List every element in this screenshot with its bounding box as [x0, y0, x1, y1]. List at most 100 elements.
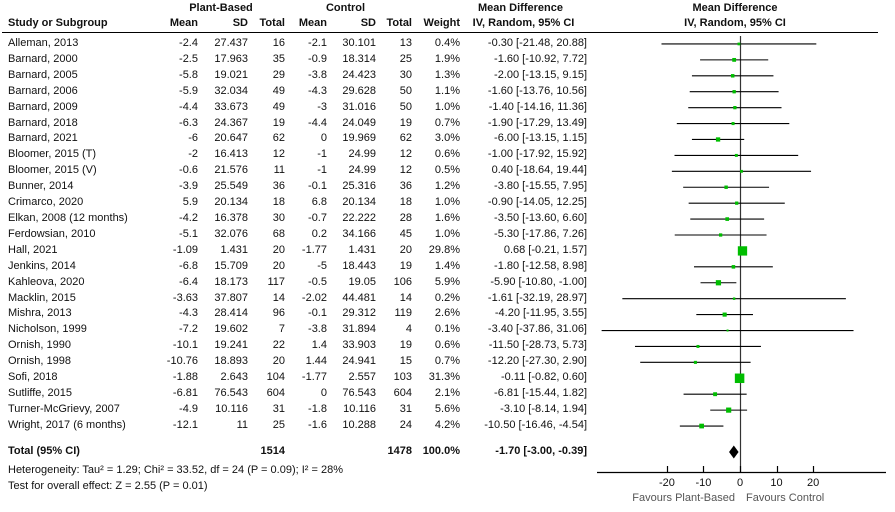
- cell-value: 18.173: [214, 275, 248, 288]
- study-name: Ornish, 1990: [8, 339, 71, 352]
- cell-value: 62: [272, 132, 285, 145]
- cell-value: -6.3: [179, 116, 198, 129]
- cell-value: 20: [272, 259, 285, 272]
- mean1-header: Mean: [169, 17, 198, 29]
- cell-value: 3.0%: [434, 132, 460, 145]
- cell-value: -1.00 [-17.92, 15.92]: [487, 148, 587, 161]
- table-row: Hall, 2021 -1.09 1.431 20 -1.77 1.431 20 29.8% 0…: [8, 243, 587, 259]
- favours-left-label: Favours Plant-Based: [632, 492, 735, 504]
- study-column-header: Study or Subgroup: [8, 17, 108, 29]
- cell-value: -12.20 [-27.30, 2.90]: [487, 355, 587, 368]
- cell-value: 44.481: [342, 291, 376, 304]
- study-name: Barnard, 2018: [8, 116, 78, 129]
- cell-value: 10.116: [215, 402, 248, 415]
- cell-value: -0.11 [-0.82, 0.60]: [500, 371, 587, 384]
- study-name: Macklin, 2015: [8, 291, 76, 304]
- cell-value: 18.314: [342, 52, 376, 65]
- cell-value: 29.628: [342, 84, 376, 97]
- cell-value: -0.6: [179, 164, 198, 177]
- cell-value: 10.288: [342, 418, 376, 431]
- cell-value: -0.9: [308, 52, 327, 65]
- cell-value: 20: [272, 243, 285, 256]
- cell-value: 31: [272, 402, 285, 415]
- study-name: Bloomer, 2015 (T): [8, 148, 97, 161]
- cell-value: 20.134: [342, 196, 376, 209]
- cell-value: 28.414: [214, 307, 248, 320]
- study-name: Bunner, 2014: [8, 180, 74, 193]
- cell-value: 32.034: [214, 84, 248, 97]
- cell-value: -3.9: [179, 180, 198, 193]
- cell-value: 20: [272, 355, 285, 368]
- cell-value: -1.77: [301, 371, 327, 384]
- cell-value: -0.30 [-21.48, 20.88]: [487, 37, 587, 49]
- cell-value: -3.40 [-37.86, 31.06]: [487, 323, 587, 336]
- effect-square: [722, 312, 727, 317]
- effect-square: [733, 106, 737, 110]
- axis-tick-label: -10: [695, 477, 711, 489]
- cell-value: 1.4: [311, 339, 327, 352]
- cell-value: 1478: [387, 444, 412, 457]
- cell-value: -6.8: [179, 259, 198, 272]
- heterogeneity-note: Heterogeneity: Tau² = 1.29; Chi² = 33.52…: [8, 464, 343, 476]
- cell-value: 0.2%: [434, 291, 460, 304]
- cell-value: -6.81 [-15.44, 1.82]: [494, 386, 587, 399]
- table-row: Sutliffe, 2015 -6.81 76.543 604 0 76.543 604 2.…: [8, 386, 587, 402]
- cell-value: -5.90 [-10.80, -1.00]: [490, 275, 587, 288]
- table-row: Ornish, 1998 -10.76 18.893 20 1.44 24.941 15 0.…: [8, 354, 587, 370]
- study-name: Ornish, 1998: [8, 355, 71, 368]
- axis-tick-label: 0: [737, 477, 743, 489]
- cell-value: -12.1: [172, 418, 198, 431]
- study-name: Crimarco, 2020: [8, 196, 84, 209]
- cell-value: -1.09: [172, 243, 198, 256]
- cell-value: 10.116: [343, 402, 376, 415]
- cell-value: -2.00 [-13.15, 9.15]: [494, 68, 587, 81]
- table-row: Mishra, 2013 -4.3 28.414 96 -0.1 29.312 119 2.6…: [8, 306, 587, 322]
- cell-value: 50: [399, 100, 412, 113]
- study-name: Total (95% CI): [8, 444, 80, 457]
- cell-value: 0.40 [-18.64, 19.44]: [491, 164, 587, 177]
- cell-value: 30: [399, 68, 412, 81]
- cell-value: 1.4%: [434, 259, 460, 272]
- cell-value: 18: [272, 196, 285, 209]
- study-name: Mishra, 2013: [8, 307, 72, 320]
- cell-value: -4.20 [-11.95, 3.55]: [494, 307, 587, 320]
- cell-value: 20: [399, 243, 412, 256]
- total2-header: Total: [386, 17, 412, 29]
- table-row: Crimarco, 2020 5.9 20.134 18 6.8 20.134 18 1.0%…: [8, 195, 587, 211]
- effect-square: [734, 153, 738, 157]
- cell-value: 1.0%: [434, 100, 460, 113]
- cell-value: 6.8: [311, 196, 327, 209]
- cell-value: -5.8: [179, 68, 198, 81]
- cell-value: 29.312: [342, 307, 376, 320]
- cell-value: 1.1%: [434, 84, 460, 97]
- cell-value: 68: [272, 227, 285, 240]
- cell-value: 2.643: [220, 371, 248, 384]
- cell-value: 49: [272, 84, 285, 97]
- cell-value: 1.3%: [434, 68, 460, 81]
- sd2-header: SD: [360, 17, 376, 29]
- cell-value: 20.647: [214, 132, 248, 145]
- cell-value: -6.00 [-13.15, 1.15]: [494, 132, 587, 145]
- cell-value: -0.7: [308, 211, 327, 224]
- study-name: Barnard, 2021: [8, 132, 78, 145]
- cell-value: 19.602: [214, 323, 248, 336]
- cell-value: 25.316: [342, 180, 376, 193]
- cell-value: 14: [272, 291, 285, 304]
- cell-value: -2: [188, 148, 198, 161]
- cell-value: 4.2%: [434, 418, 460, 431]
- effect-square: [732, 90, 736, 94]
- cell-value: -10.50 [-16.46, -4.54]: [484, 418, 587, 431]
- cell-value: -1.80 [-12.58, 8.98]: [494, 259, 587, 272]
- cell-value: 62: [399, 132, 412, 145]
- table-row: Barnard, 2006 -5.9 32.034 49 -4.3 29.628 50 1.1…: [8, 84, 587, 100]
- plot-title: Mean Difference: [692, 2, 778, 14]
- cell-value: -5: [317, 259, 327, 272]
- cell-value: 0.7%: [434, 355, 460, 368]
- cell-value: 1.2%: [434, 180, 460, 193]
- study-name: Kahleova, 2020: [8, 275, 85, 288]
- cell-value: -4.3: [308, 84, 327, 97]
- cell-value: 18.443: [342, 259, 376, 272]
- cell-value: 24.99: [348, 164, 376, 177]
